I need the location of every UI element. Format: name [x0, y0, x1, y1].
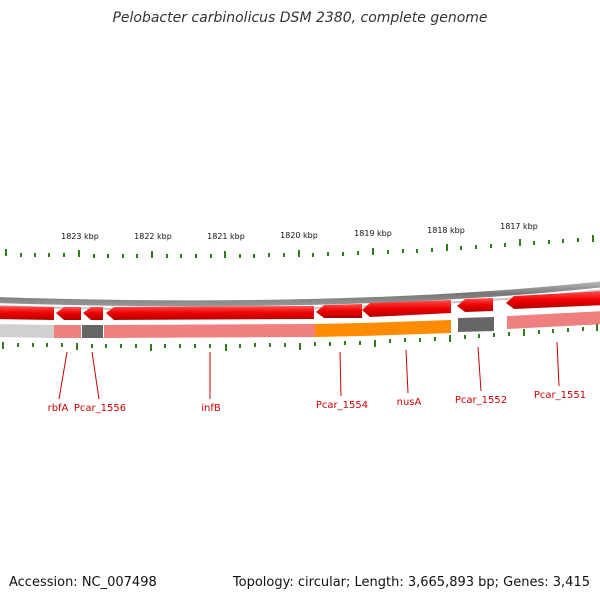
leader-line-Pcar_1556	[91, 351, 100, 400]
gene-arrows	[0, 291, 600, 320]
leader-line-rbfA	[58, 351, 68, 400]
genome-backbone	[0, 281, 600, 307]
gene-arrow-infB[interactable]	[106, 306, 314, 320]
gene-label-rbfA[interactable]: rbfA	[48, 403, 69, 414]
feature-Pcar_1551[interactable]	[507, 311, 600, 329]
scale-label: 1819 kbp	[354, 229, 392, 238]
feature-Pcar_1552[interactable]	[458, 317, 494, 332]
feature-Pcar_1556[interactable]	[82, 325, 103, 338]
feature-rbfA[interactable]	[0, 324, 54, 338]
scale-labels: 1823 kbp 1822 kbp 1821 kbp 1820 kbp 1819…	[61, 222, 538, 241]
gene-label-Pcar_1552[interactable]: Pcar_1552	[455, 395, 507, 406]
accession-text: Accession: NC_007498	[9, 575, 157, 590]
leader-line-Pcar_1554	[339, 351, 342, 397]
gene-arrow-Pcar_1556[interactable]	[83, 307, 103, 320]
feature-track	[0, 311, 600, 338]
gene-label-Pcar_1551[interactable]: Pcar_1551	[534, 390, 586, 401]
gene-label-nusA[interactable]: nusA	[397, 397, 422, 408]
leader-line-Pcar_1552	[477, 346, 482, 392]
leader-line-nusA	[405, 349, 409, 394]
scale-label: 1821 kbp	[207, 232, 245, 241]
gene-label-infB[interactable]: infB	[201, 403, 221, 414]
gene-label-Pcar_1554[interactable]: Pcar_1554	[316, 400, 368, 411]
gene-arrow-Pcar_1557[interactable]	[56, 307, 81, 320]
feature-infB[interactable]	[104, 324, 315, 338]
feature-Pcar_1554[interactable]	[315, 323, 362, 337]
genome-title: Pelobacter carbinolicus DSM 2380, comple…	[112, 10, 487, 26]
scale-label: 1818 kbp	[427, 226, 465, 235]
leader-line-Pcar_1551	[556, 341, 560, 387]
upper-tick-row	[5, 235, 594, 258]
gene-label-Pcar_1556[interactable]: Pcar_1556	[74, 403, 126, 414]
genome-summary-text: Topology: circular; Length: 3,665,893 bp…	[232, 575, 590, 590]
gene-arrow-Pcar_1554[interactable]	[316, 304, 362, 318]
gene-arrow-rbfA[interactable]	[0, 306, 54, 320]
scale-label: 1823 kbp	[61, 232, 99, 241]
gene-labels: rbfA Pcar_1556 infB Pcar_1554 nusA Pcar_…	[48, 390, 587, 414]
gene-arrow-Pcar_1552[interactable]	[457, 298, 493, 312]
scale-label: 1822 kbp	[134, 232, 172, 241]
gene-arrow-Pcar_1551[interactable]	[506, 291, 600, 309]
gene-arrow-nusA[interactable]	[362, 300, 451, 317]
lower-tick-row	[2, 324, 598, 351]
label-leaders	[58, 341, 560, 400]
scale-label: 1817 kbp	[500, 222, 538, 231]
scale-label: 1820 kbp	[280, 231, 318, 240]
feature-Pcar_1557[interactable]	[54, 325, 81, 338]
feature-nusA[interactable]	[362, 320, 451, 336]
